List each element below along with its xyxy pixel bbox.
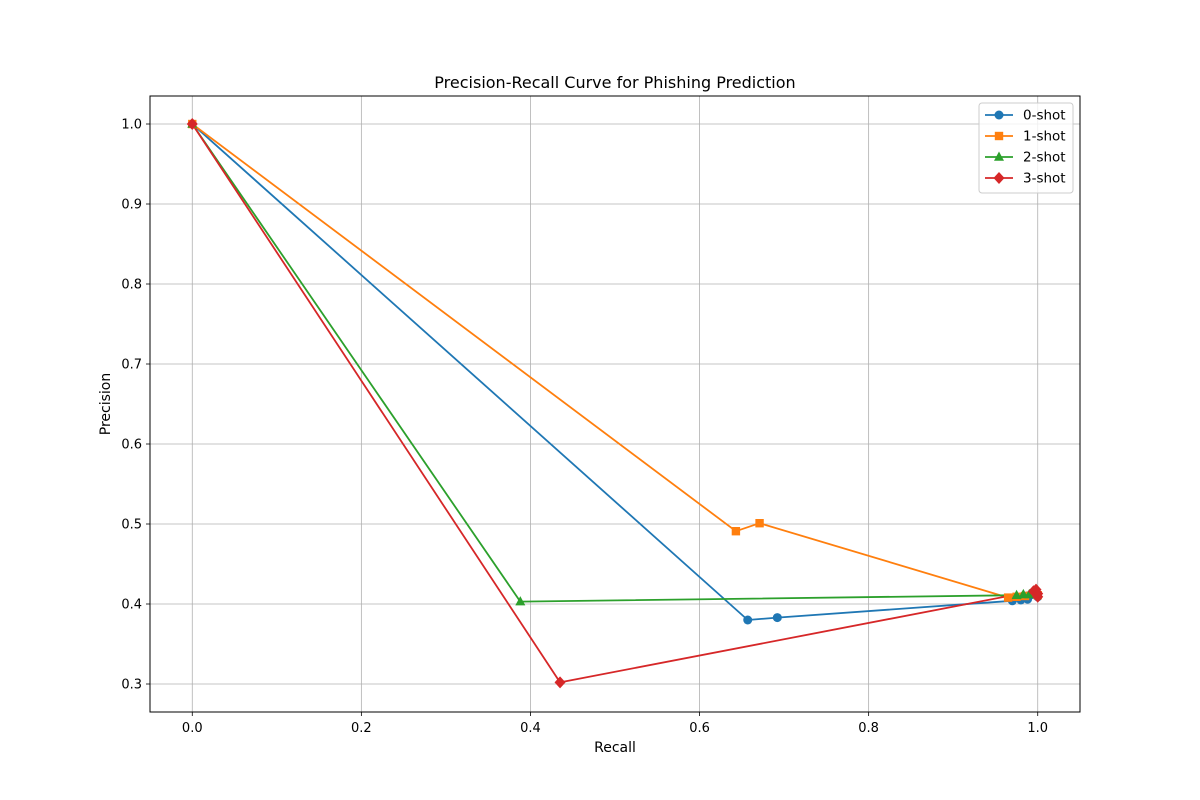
- legend-label-3-shot: 3-shot: [1023, 171, 1066, 187]
- y-tick-label: 0.4: [121, 598, 142, 613]
- series-lines: [191, 123, 1039, 684]
- axis-ticks: 0.0 0.2 0.4 0.6 0.8 1.0 0.3 0.4 0.5 0.6 0.7 0.8 0.9 1…: [121, 118, 1048, 737]
- legend-marker-3-shot: [993, 172, 1005, 184]
- point-3-shot: [1032, 590, 1044, 603]
- point-1-shot: [731, 527, 741, 536]
- point-2-shot: [1024, 588, 1035, 599]
- y-tick-label: 0.9: [121, 198, 142, 213]
- point-2-shot: [515, 596, 526, 606]
- series-markers: [186, 118, 1044, 689]
- y-tick-label: 0.8: [121, 278, 142, 293]
- y-tick-label: 0.6: [121, 438, 142, 453]
- series-line-2-shot: [191, 123, 1038, 603]
- point-3-shot: [186, 118, 198, 130]
- x-tick-label: 0.8: [858, 721, 879, 736]
- legend-label-1-shot: 1-shot: [1023, 129, 1066, 145]
- chart-title: Precision-Recall Curve for Phishing Pred…: [434, 73, 795, 92]
- point-2-shot: [1011, 589, 1022, 599]
- point-0-shot: [772, 613, 782, 623]
- x-tick-label: 0.0: [182, 721, 203, 736]
- legend-label-0-shot: 0-shot: [1023, 108, 1066, 124]
- legend: 0-shot 1-shot 2-shot 3-shot: [978, 102, 1074, 194]
- series-line-1-shot: [191, 123, 1038, 599]
- legend-marker-2-shot: [994, 151, 1004, 161]
- series-line-0-shot: [191, 123, 1038, 621]
- y-axis-label: Precision: [98, 373, 114, 435]
- legend-marker-0-shot: [994, 110, 1004, 120]
- legend-marker-1-shot: [994, 131, 1004, 141]
- y-tick-label: 0.7: [121, 358, 142, 373]
- plot-frame: [149, 95, 1081, 713]
- point-0-shot: [743, 615, 753, 625]
- grid-layer: [150, 96, 1080, 712]
- point-1-shot: [1003, 593, 1013, 602]
- y-tick-label: 0.3: [121, 678, 142, 693]
- point-1-shot: [755, 519, 764, 528]
- point-3-shot: [554, 676, 566, 689]
- y-tick-label: 0.5: [121, 518, 142, 533]
- x-tick-label: 0.4: [520, 721, 541, 736]
- legend-label-2-shot: 2-shot: [1023, 150, 1066, 166]
- x-axis-label: Recall: [594, 740, 636, 756]
- x-tick-label: 1.0: [1027, 721, 1048, 736]
- legend-box: [978, 102, 1074, 194]
- x-tick-label: 0.6: [689, 721, 710, 736]
- series-line-3-shot: [191, 123, 1039, 684]
- y-tick-label: 1.0: [121, 118, 142, 133]
- x-tick-label: 0.2: [351, 721, 372, 736]
